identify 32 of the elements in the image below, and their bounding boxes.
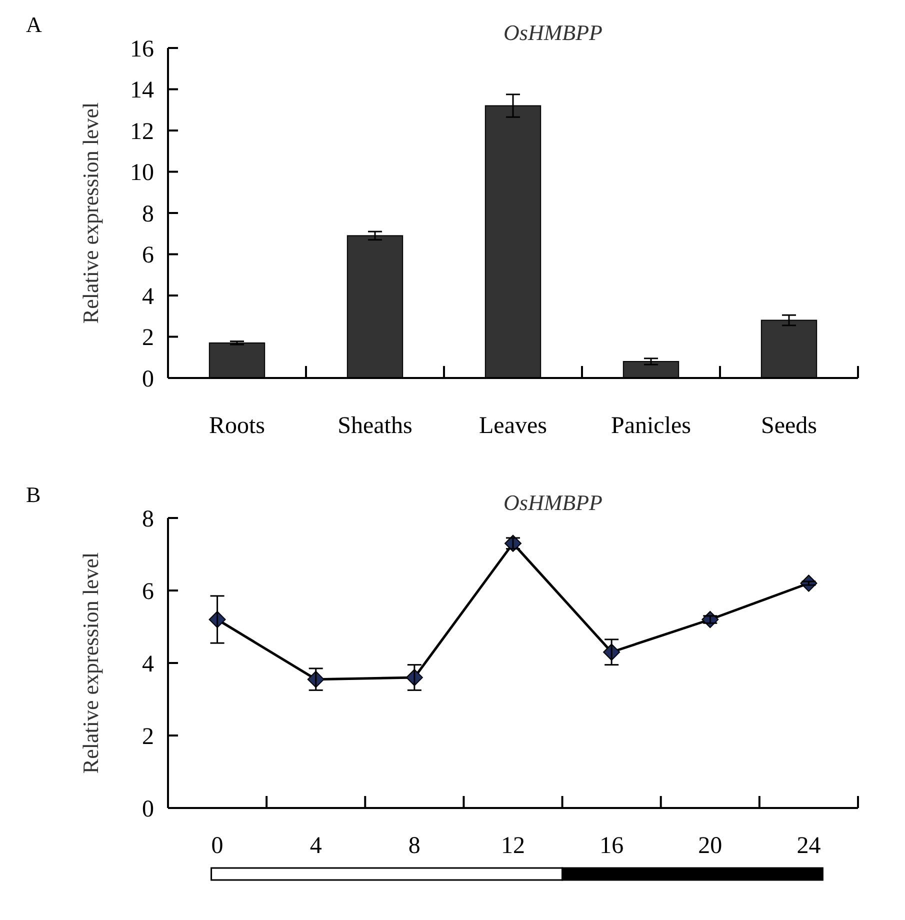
y-tick-label: 12: [130, 118, 154, 145]
y-tick-label: 14: [130, 78, 154, 104]
y-tick-label: 8: [142, 201, 154, 228]
x-tick-label: 24: [796, 833, 821, 859]
x-tick-label: Seeds: [761, 413, 817, 439]
y-tick-label: 8: [142, 506, 154, 532]
y-tick-label: 2: [142, 724, 154, 750]
x-tick-label: Leaves: [479, 413, 547, 439]
y-axis-title: Relative expression level: [78, 102, 103, 324]
x-tick-label: 20: [698, 833, 722, 859]
x-tick-label: 16: [600, 833, 624, 859]
y-tick-label: 16: [130, 36, 154, 62]
y-tick-label: 6: [142, 242, 154, 269]
y-tick-label: 0: [142, 796, 154, 822]
text: B: [26, 482, 41, 507]
y-tick-label: 10: [130, 160, 154, 186]
x-tick-label: Panicles: [611, 413, 691, 439]
x-tick-label: 12: [501, 833, 525, 859]
x-tick-label: 0: [211, 833, 224, 859]
x-tick-label: 4: [310, 833, 322, 859]
y-tick-label: 6: [142, 578, 154, 605]
x-tick-label: Roots: [208, 413, 266, 439]
text: A: [26, 12, 42, 37]
y-axis-title: Relative expression level: [78, 552, 103, 774]
x-tick-label: Sheaths: [338, 413, 412, 439]
y-tick-label: 2: [142, 325, 154, 352]
x-tick-label: 8: [408, 833, 420, 859]
y-tick-label: 4: [142, 651, 154, 678]
y-tick-label: 4: [142, 284, 154, 310]
chart-title: OsHMBPP: [504, 490, 602, 515]
chart-title: OsHMBPP: [504, 20, 602, 45]
y-tick-label: 0: [142, 366, 154, 392]
